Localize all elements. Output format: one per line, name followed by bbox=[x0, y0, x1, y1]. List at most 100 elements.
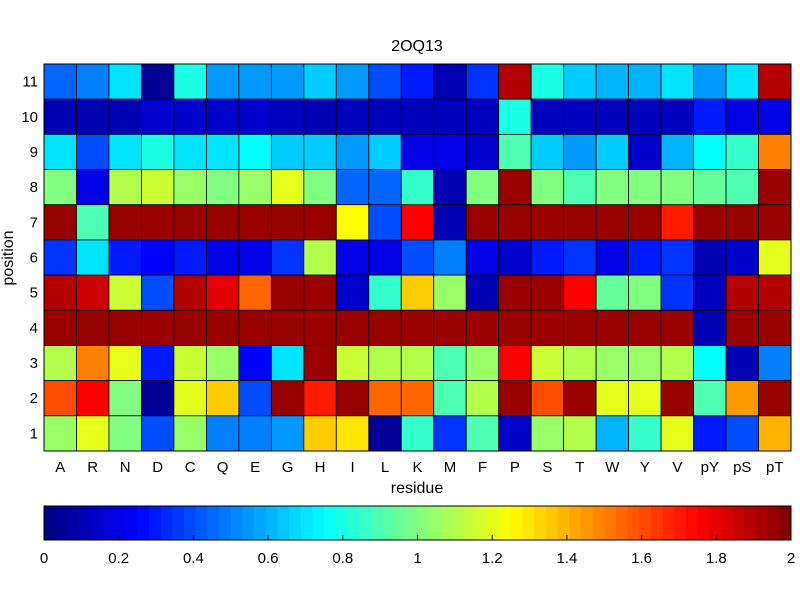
colorbar-band bbox=[44, 506, 57, 540]
heatmap-cell bbox=[368, 133, 402, 170]
heatmap-cell bbox=[660, 274, 694, 311]
heatmap-cell bbox=[400, 239, 435, 276]
colorbar-tick-label: 0 bbox=[40, 550, 48, 567]
heatmap-cell bbox=[530, 380, 565, 417]
colorbar-band bbox=[160, 506, 173, 540]
heatmap-cell bbox=[725, 98, 759, 135]
heatmap-cell bbox=[368, 169, 402, 206]
colorbar-band bbox=[674, 506, 687, 540]
x-tick-label: K bbox=[412, 459, 422, 476]
heatmap-cell bbox=[660, 169, 694, 206]
heatmap-cell bbox=[270, 309, 305, 346]
y-tick-label: 11 bbox=[22, 74, 38, 91]
x-tick-label: D bbox=[152, 459, 163, 476]
colorbar-band bbox=[312, 506, 325, 540]
heatmap-cell bbox=[303, 274, 337, 311]
heatmap-cell bbox=[400, 309, 435, 346]
y-tick-label: 4 bbox=[30, 320, 38, 337]
heatmap-cell bbox=[400, 169, 435, 206]
heatmap-cell bbox=[758, 380, 792, 417]
colorbar-band bbox=[650, 506, 664, 540]
heatmap-cell bbox=[205, 204, 240, 241]
colorbar-tick-label: 2 bbox=[787, 550, 795, 567]
x-tick-label: G bbox=[282, 459, 294, 476]
colorbar-band bbox=[779, 506, 792, 540]
colorbar-band bbox=[405, 506, 418, 540]
x-tick-label: C bbox=[185, 459, 196, 476]
heatmap-cell bbox=[530, 169, 565, 206]
colorbar-band bbox=[254, 506, 267, 540]
colorbar-band bbox=[499, 506, 512, 540]
heatmap-cell bbox=[693, 133, 727, 170]
heatmap-cell bbox=[238, 204, 272, 241]
heatmap-cell bbox=[173, 309, 207, 346]
heatmap-cell bbox=[141, 98, 175, 135]
heatmap-cell bbox=[725, 274, 759, 311]
heatmap-cell bbox=[433, 239, 467, 276]
x-axis-label: residue bbox=[391, 480, 444, 497]
heatmap-cell bbox=[173, 380, 207, 417]
y-tick-label: 6 bbox=[30, 250, 38, 267]
heatmap-cell bbox=[465, 169, 500, 206]
heatmap-cell bbox=[173, 133, 207, 170]
heatmap-cell bbox=[76, 98, 110, 135]
y-tick-label: 9 bbox=[30, 144, 38, 161]
heatmap-cell bbox=[563, 345, 597, 382]
heatmap-cell bbox=[368, 380, 402, 417]
x-tick-label: I bbox=[350, 459, 354, 476]
heatmap-cell bbox=[400, 204, 435, 241]
heatmap-cell bbox=[43, 133, 77, 170]
heatmap-cell bbox=[400, 133, 435, 170]
heatmap-cell bbox=[76, 345, 110, 382]
heatmap-cell bbox=[400, 415, 435, 452]
colorbar-band bbox=[545, 506, 559, 540]
heatmap-cell bbox=[141, 415, 175, 452]
heatmap-cell bbox=[368, 63, 402, 100]
plot-frame bbox=[43, 63, 792, 452]
heatmap-cell bbox=[498, 98, 532, 135]
colorbar-band bbox=[475, 506, 489, 540]
heatmap-cell bbox=[498, 63, 532, 100]
colorbar-tick-label: 0.6 bbox=[258, 550, 279, 567]
heatmap-cell bbox=[335, 98, 370, 135]
colorbar-band bbox=[90, 506, 103, 540]
heatmap-cell bbox=[693, 380, 727, 417]
colorbar-tick-label: 0.4 bbox=[183, 550, 204, 567]
heatmap-cell bbox=[205, 345, 240, 382]
heatmap-cell bbox=[693, 98, 727, 135]
heatmap-cell bbox=[238, 239, 272, 276]
y-tick-label: 7 bbox=[30, 214, 38, 231]
heatmap-cell bbox=[563, 274, 597, 311]
heatmap-cell bbox=[173, 274, 207, 311]
colorbar-band bbox=[335, 506, 348, 540]
colorbar-band bbox=[767, 506, 780, 540]
heatmap-cell bbox=[693, 274, 727, 311]
heatmap-cell bbox=[498, 169, 532, 206]
heatmap-cell bbox=[400, 63, 435, 100]
heatmap-cell bbox=[335, 204, 370, 241]
heatmap-cell bbox=[108, 239, 142, 276]
heatmap-cell bbox=[595, 239, 630, 276]
heatmap-cell bbox=[465, 380, 500, 417]
colorbar-band bbox=[697, 506, 710, 540]
heatmap-cell bbox=[758, 345, 792, 382]
heatmap-cell bbox=[141, 345, 175, 382]
colorbar-band bbox=[685, 506, 699, 540]
heatmap-cell bbox=[238, 133, 272, 170]
heatmap-cell bbox=[693, 204, 727, 241]
heatmap-cell bbox=[141, 274, 175, 311]
colorbar-band bbox=[382, 506, 395, 540]
colorbar-band bbox=[265, 506, 278, 540]
heatmap-cell bbox=[303, 204, 337, 241]
heatmap-cell bbox=[205, 309, 240, 346]
heatmap-cell bbox=[628, 169, 662, 206]
heatmap-cell bbox=[43, 415, 77, 452]
heatmap-cell bbox=[108, 63, 142, 100]
heatmap-cell bbox=[238, 345, 272, 382]
heatmap-cell bbox=[108, 345, 142, 382]
colorbar-band bbox=[417, 506, 430, 540]
heatmap-cell bbox=[303, 239, 337, 276]
heatmap-cell bbox=[368, 239, 402, 276]
heatmap-cell bbox=[725, 415, 759, 452]
heatmap-cell bbox=[303, 380, 337, 417]
